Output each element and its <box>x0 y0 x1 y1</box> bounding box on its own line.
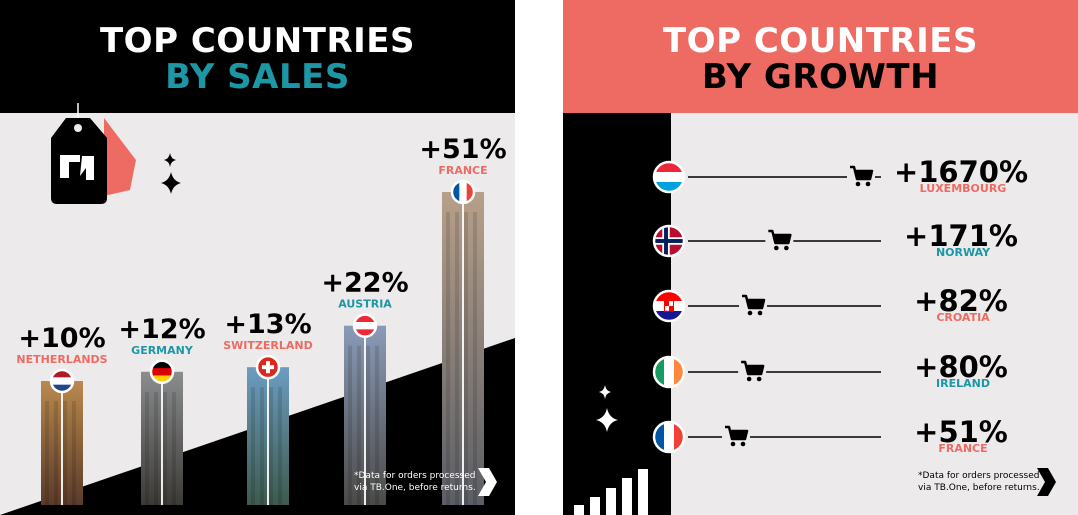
sparkle-icon <box>161 172 181 194</box>
growth-title-line1: TOP COUNTRIES <box>662 21 978 61</box>
growth-footnote: *Data for orders processed via TB.One, b… <box>918 470 1040 494</box>
country-label: GERMANY <box>131 344 194 357</box>
sparkle-icon <box>164 153 176 167</box>
value-label: +22% <box>321 268 408 299</box>
sales-title-line2: BY SALES <box>165 57 350 97</box>
shopping-cart-icon <box>850 165 874 187</box>
sales-footnote-line1: *Data for orders processed <box>354 471 476 481</box>
country-label: NETHERLANDS <box>16 353 107 366</box>
growth-title-band: TOP COUNTRIES BY GROWTH <box>563 0 1078 113</box>
price-tag-logo-icon <box>51 103 136 204</box>
flag-icon <box>255 354 281 380</box>
next-arrow-icon[interactable] <box>1037 468 1056 496</box>
sales-footnote: *Data for orders processed via TB.One, b… <box>354 470 476 494</box>
bar-chart-icon <box>574 469 648 515</box>
value-label: +51% <box>914 415 1008 449</box>
growth-chart: +1670%LUXEMBOURG +171%NORWAY +82%CROATIA +8… <box>563 113 1056 515</box>
flag-icon <box>652 289 686 323</box>
value-label: +10% <box>18 323 105 354</box>
sales-footnote-line2: via TB.One, before returns. <box>354 483 476 493</box>
flag-icon <box>652 224 686 258</box>
value-label: +82% <box>914 284 1008 318</box>
value-label: +1670% <box>894 155 1028 189</box>
growth-footnote-line2: via TB.One, before returns. <box>918 483 1040 493</box>
growth-rows: +1670%LUXEMBOURG +171%NORWAY +82%CROATIA +8… <box>652 155 1028 455</box>
flag-icon <box>652 355 686 389</box>
sales-panel: TOP COUNTRIES BY SALES NETHERLANDS +10% GE… <box>0 0 515 515</box>
country-label: LUXEMBOURG <box>920 182 1007 195</box>
sales-bars: NETHERLANDS+10% GERMANY+12% SWITZERLAND+13… <box>16 134 507 505</box>
value-label: +171% <box>904 219 1018 253</box>
country-label: AUSTRIA <box>338 298 392 311</box>
next-arrow-icon[interactable] <box>478 468 497 496</box>
country-label: CROATIA <box>936 311 990 324</box>
flag-icon <box>450 179 476 205</box>
sales-chart: NETHERLANDS+10% GERMANY+12% SWITZERLAND+13… <box>0 103 515 515</box>
sparkle-icon <box>599 385 611 399</box>
flag-icon <box>352 313 378 338</box>
sparkle-icon <box>596 408 618 432</box>
growth-title-line2: BY GROWTH <box>701 57 940 97</box>
value-label: +12% <box>118 314 205 345</box>
growth-footnote-line1: *Data for orders processed <box>918 471 1040 481</box>
flag-icon <box>652 160 686 194</box>
dark-side-strip <box>563 113 671 515</box>
country-label: NORWAY <box>936 246 991 259</box>
country-label: IRELAND <box>936 377 990 390</box>
flag-icon <box>149 359 175 385</box>
country-label: FRANCE <box>438 164 487 177</box>
country-label: FRANCE <box>938 442 987 455</box>
value-label: +51% <box>419 134 506 165</box>
growth-panel: TOP COUNTRIES BY GROWTH +1670% LUXEMBOURG… <box>563 0 1078 515</box>
value-label: +80% <box>914 350 1008 384</box>
sales-title-line1: TOP COUNTRIES <box>99 21 415 61</box>
flag-icon <box>652 420 686 454</box>
sales-title-band: TOP COUNTRIES BY SALES <box>0 0 515 113</box>
flag-icon <box>49 368 75 394</box>
shopping-cart-icon <box>742 294 766 316</box>
value-label: +13% <box>224 309 311 340</box>
shopping-cart-icon <box>741 360 765 382</box>
country-label: SWITZERLAND <box>223 339 312 352</box>
shopping-cart-icon <box>725 425 749 447</box>
shopping-cart-icon <box>768 229 792 251</box>
